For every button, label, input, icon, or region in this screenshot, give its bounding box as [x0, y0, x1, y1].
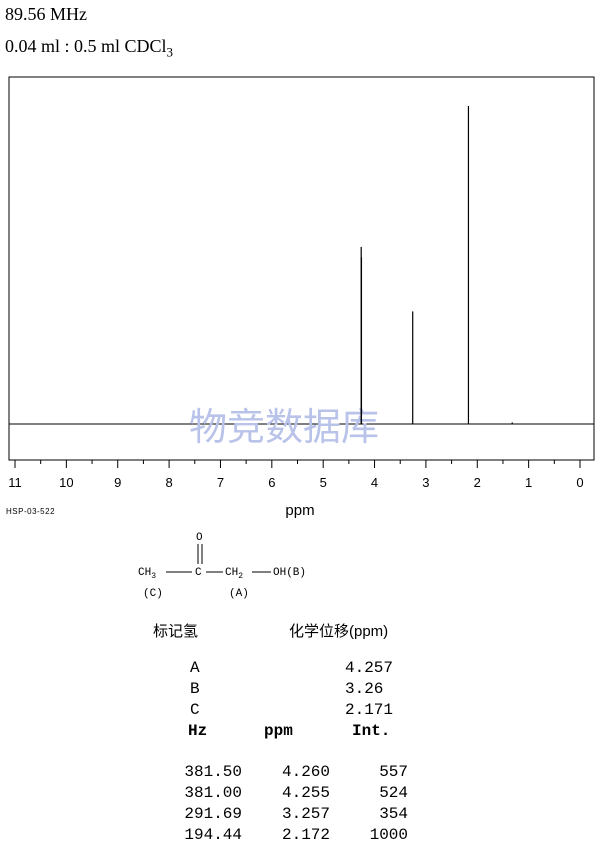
- assignment-label-a: A: [190, 659, 200, 677]
- sample-text: 0.04 ml : 0.5 ml CDCl: [5, 36, 167, 56]
- oh-label: OH(B): [273, 567, 306, 579]
- x-tick-label: 3: [422, 475, 429, 490]
- carbonyl-c-label: C: [195, 567, 202, 579]
- assignment-header-shift: 化学位移(ppm): [289, 623, 389, 640]
- x-tick-label: 8: [165, 475, 172, 490]
- peak-ppm-3: 3.257: [281, 805, 330, 823]
- nmr-spectrum-chart: 物竞数据库 11 10 9 8 7 6 5 4 3 2 1 0 ppm: [8, 76, 595, 519]
- x-tick-label: 10: [59, 475, 73, 490]
- peak-hz-4: 194.44: [184, 826, 242, 844]
- x-tick-label: 2: [474, 475, 481, 490]
- peak-header-int: Int.: [352, 722, 391, 740]
- plot-frame: [8, 76, 595, 461]
- peak-ppm-1: 4.260: [281, 763, 330, 781]
- sample-subscript: 3: [166, 44, 174, 60]
- label-c: (C): [143, 588, 163, 600]
- x-tick-label: 6: [268, 475, 275, 490]
- molecule-structure: O CH3 C CH2 OH(B) (C) (A): [138, 532, 306, 600]
- peak-header-ppm: ppm: [264, 722, 293, 740]
- x-tick-label: 9: [114, 475, 121, 490]
- x-tick-label: 7: [217, 475, 224, 490]
- peak-hz-2: 381.00: [184, 784, 242, 802]
- peak-int-4: 1000: [369, 826, 408, 844]
- x-tick-label: 5: [320, 475, 327, 490]
- x-tick-label: 0: [576, 475, 583, 490]
- x-tick-label: 4: [371, 475, 378, 490]
- peak-int-1: 557: [379, 763, 408, 781]
- assignment-label-b: B: [190, 680, 200, 698]
- label-a: (A): [229, 588, 249, 600]
- ch3-label: CH3: [138, 567, 156, 581]
- peak-hz-3: 291.69: [184, 805, 242, 823]
- x-tick-label: 1: [525, 475, 532, 490]
- assignment-label-c: C: [190, 701, 200, 719]
- assignment-shift-c: 2.171: [345, 701, 394, 719]
- assignment-header-label: 标记氢: [153, 623, 199, 640]
- spectrometer-frequency: 89.56 MHz: [5, 4, 87, 24]
- x-axis-label: ppm: [285, 502, 314, 519]
- peak-header-hz: Hz: [188, 722, 208, 740]
- peak-ppm-2: 4.255: [281, 784, 330, 802]
- oxygen-label: O: [196, 532, 203, 544]
- peak-group: [360, 106, 513, 424]
- assignment-shift-b: 3.26: [345, 680, 384, 698]
- peak-int-2: 524: [379, 784, 408, 802]
- x-tick-label: 11: [8, 475, 22, 490]
- peak-hz-1: 381.50: [184, 763, 242, 781]
- peak-ppm-4: 2.172: [281, 826, 330, 844]
- watermark: 物竞数据库: [189, 405, 379, 449]
- ch2-label: CH2: [225, 567, 243, 581]
- spectrum-code: HSP-03-522: [6, 507, 56, 516]
- peak-int-3: 354: [379, 805, 408, 823]
- assignment-shift-a: 4.257: [345, 659, 394, 677]
- sample-description: 0.04 ml : 0.5 ml CDCl3: [5, 36, 173, 61]
- x-axis-ticks: 11 10 9 8 7 6 5 4 3 2 1 0: [8, 460, 584, 490]
